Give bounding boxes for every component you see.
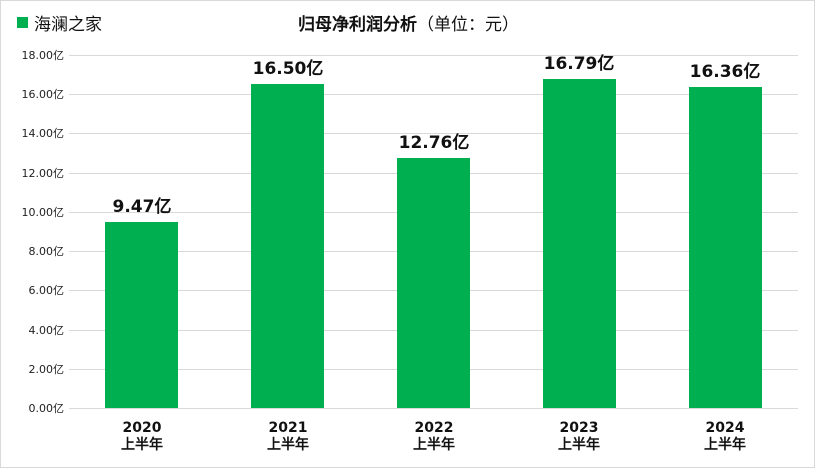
x-tick-label: 2024 上半年: [665, 420, 785, 454]
x-tick-period: 上半年: [267, 437, 309, 453]
chart-title-unit: （单位：元）: [417, 15, 519, 35]
x-tick-year: 2021: [268, 420, 308, 436]
x-tick-period: 上半年: [413, 437, 455, 453]
x-tick-year: 2022: [414, 420, 454, 436]
x-tick-label: 2020 上半年: [82, 420, 202, 454]
bar-2023[interactable]: [543, 79, 616, 408]
x-axis-line: [69, 408, 798, 409]
bar-2020[interactable]: [105, 222, 178, 408]
chart-title: 归母净利润分析（单位：元）: [1, 10, 815, 35]
x-tick-period: 上半年: [704, 437, 746, 453]
legend-swatch: [17, 17, 28, 28]
x-tick-year: 2023: [559, 420, 599, 436]
x-tick-period: 上半年: [558, 437, 600, 453]
y-tick-label: 0.00亿: [28, 402, 65, 415]
x-tick-label: 2022 上半年: [374, 420, 494, 454]
y-tick-label: 16.00亿: [21, 88, 65, 101]
x-tick-period: 上半年: [121, 437, 163, 453]
bar-2022[interactable]: [397, 158, 470, 408]
y-tick-label: 12.00亿: [21, 167, 65, 180]
gridline: [69, 55, 798, 56]
x-tick-label: 2023 上半年: [519, 420, 639, 454]
legend-label: 海澜之家: [34, 15, 102, 35]
legend: 海澜之家: [17, 10, 102, 35]
x-tick-label: 2021 上半年: [228, 420, 348, 454]
data-label: 12.76亿: [398, 133, 470, 153]
data-label: 16.50亿: [252, 59, 324, 79]
gridline: [69, 94, 798, 95]
chart-title-main: 归母净利润分析: [298, 15, 417, 35]
y-tick-label: 18.00亿: [21, 49, 65, 62]
x-tick-year: 2020: [122, 420, 162, 436]
bar-2024[interactable]: [689, 87, 762, 408]
bar-2021[interactable]: [251, 84, 324, 408]
data-label: 9.47亿: [112, 197, 172, 217]
data-label: 16.36亿: [689, 62, 761, 82]
y-tick-label: 4.00亿: [28, 324, 65, 337]
y-tick-label: 14.00亿: [21, 127, 65, 140]
gridline: [69, 133, 798, 134]
y-tick-label: 2.00亿: [28, 363, 65, 376]
y-tick-label: 10.00亿: [21, 206, 65, 219]
y-tick-label: 6.00亿: [28, 284, 65, 297]
y-tick-label: 8.00亿: [28, 245, 65, 258]
x-tick-year: 2024: [705, 420, 745, 436]
data-label: 16.79亿: [543, 54, 615, 74]
